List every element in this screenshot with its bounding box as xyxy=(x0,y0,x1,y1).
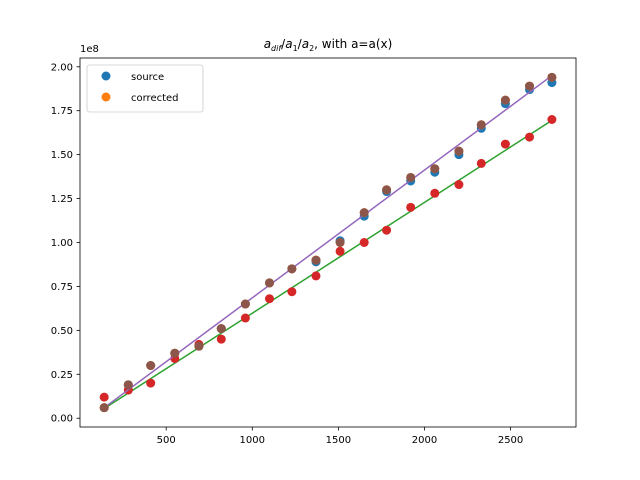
x-tick-label-4: 2500 xyxy=(498,435,523,446)
chart-title: adif/a1/a2, with a=a(x) xyxy=(264,37,393,53)
legend-label-source: source xyxy=(131,72,164,83)
data-point-series-5-10 xyxy=(335,238,345,247)
data-point-series-5-4 xyxy=(194,341,204,351)
data-point-series-3-5 xyxy=(216,334,226,344)
x-tick-label-0: 500 xyxy=(157,435,176,446)
data-point-series-5-15 xyxy=(454,146,464,156)
y-tick-label-8: 2.00 xyxy=(51,62,73,73)
data-point-series-5-8 xyxy=(287,264,297,274)
data-point-series-5-1 xyxy=(123,380,133,390)
title-a-2: a xyxy=(302,37,309,51)
y-offset-text: 1e8 xyxy=(80,44,99,55)
x-tick-label-1: 1000 xyxy=(240,435,265,446)
data-point-series-3-13 xyxy=(406,202,416,212)
y-tick-label-1: 0.25 xyxy=(51,370,73,381)
data-point-series-5-12 xyxy=(382,185,392,195)
x-tick-label-2: 1500 xyxy=(326,435,351,446)
data-point-series-5-16 xyxy=(476,120,486,130)
y-tick-label-7: 1.75 xyxy=(51,106,73,117)
data-point-series-3-8 xyxy=(287,287,297,297)
data-point-series-3-10 xyxy=(335,246,345,256)
y-tick-label-0: 0.00 xyxy=(51,414,73,425)
data-point-series-3-2 xyxy=(146,378,156,388)
data-point-series-3-0 xyxy=(99,392,109,402)
data-point-series-5-5 xyxy=(216,324,226,334)
data-point-series-5-2 xyxy=(146,361,156,370)
data-point-series-5-14 xyxy=(430,164,440,174)
legend-marker-corrected xyxy=(101,92,111,102)
data-point-series-3-17 xyxy=(500,139,510,149)
data-point-series-3-11 xyxy=(359,238,369,247)
data-point-series-3-7 xyxy=(264,294,274,304)
plot-area xyxy=(99,72,557,413)
y-tick-label-6: 1.50 xyxy=(51,150,73,161)
data-point-series-5-0 xyxy=(99,403,109,413)
title-sep-1: / xyxy=(281,37,286,51)
axis-ticks: 500 1000 1500 2000 2500 0.00 0.25 0.50 0.75 1.00 1… xyxy=(51,62,524,446)
data-point-series-5-6 xyxy=(240,299,250,309)
data-point-series-3-15 xyxy=(454,180,464,190)
legend-label-corrected: corrected xyxy=(131,93,179,104)
y-tick-label-3: 0.75 xyxy=(51,282,73,293)
data-point-series-3-14 xyxy=(430,188,440,198)
data-point-series-3-9 xyxy=(311,271,321,281)
y-tick-label-5: 1.25 xyxy=(51,194,73,205)
legend-box xyxy=(86,64,204,113)
legend-marker-source xyxy=(101,71,111,81)
data-point-series-3-12 xyxy=(382,225,392,235)
y-tick-label-4: 1.00 xyxy=(51,238,73,249)
data-point-series-3-6 xyxy=(240,313,250,323)
legend: source corrected xyxy=(86,64,204,113)
title-a-1: a xyxy=(285,37,292,51)
y-tick-label-2: 0.50 xyxy=(51,326,73,337)
data-point-series-5-17 xyxy=(500,95,510,105)
data-point-series-5-7 xyxy=(264,278,274,288)
data-point-series-5-19 xyxy=(547,72,557,82)
x-tick-label-3: 2000 xyxy=(412,435,437,446)
data-point-series-3-16 xyxy=(476,158,486,168)
fit-line-2 xyxy=(103,119,553,410)
data-point-series-5-9 xyxy=(311,255,321,265)
data-point-series-5-13 xyxy=(406,172,416,182)
data-point-series-5-18 xyxy=(525,81,535,91)
title-sub-2: 2 xyxy=(309,44,314,53)
title-sub-1: 1 xyxy=(293,44,298,53)
title-sub-dif: dif xyxy=(271,44,282,53)
data-point-series-3-19 xyxy=(547,115,557,124)
data-point-series-5-3 xyxy=(170,348,180,358)
axes-frame xyxy=(79,57,577,428)
data-point-series-3-18 xyxy=(525,132,535,142)
title-sep-2: / xyxy=(298,37,303,51)
data-point-series-5-11 xyxy=(359,208,369,218)
title-rest: , with a=a(x) xyxy=(314,37,392,51)
title-a-dif: a xyxy=(264,37,271,51)
